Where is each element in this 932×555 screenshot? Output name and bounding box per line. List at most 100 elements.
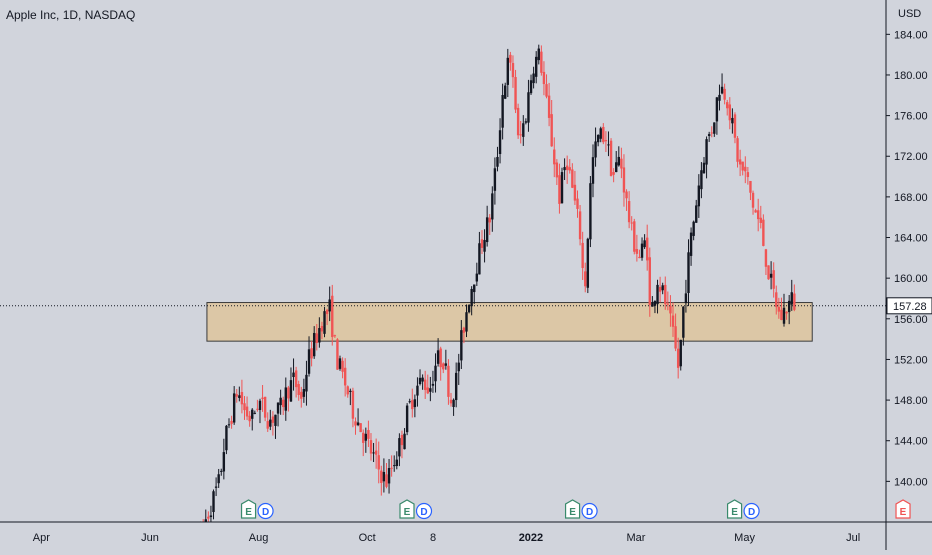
candle-body: [480, 239, 484, 248]
candle-body: [697, 185, 701, 207]
candle-body: [568, 167, 571, 171]
candle-body: [282, 399, 285, 408]
candle-body: [658, 286, 662, 292]
y-tick-label: 140.00: [894, 476, 928, 488]
candle-body: [692, 221, 695, 236]
candle-body: [555, 162, 559, 178]
earnings-badge[interactable]: E: [895, 499, 911, 519]
svg-text:E: E: [569, 507, 576, 518]
x-tick-label: Oct: [359, 532, 376, 544]
candle-body: [248, 415, 251, 422]
candle-body: [787, 300, 791, 313]
candle-body: [457, 362, 460, 372]
candle-body: [524, 121, 528, 123]
svg-text:E: E: [731, 507, 738, 518]
candles-layer: [200, 44, 796, 522]
candle-body: [447, 365, 450, 397]
candle-body: [718, 94, 721, 101]
candle-body: [594, 141, 597, 158]
candle-body: [251, 409, 254, 419]
earnings-badge[interactable]: E: [564, 499, 581, 519]
candle-body: [387, 468, 391, 484]
candle-body: [382, 471, 386, 482]
candle-body: [529, 80, 533, 94]
candle-body: [444, 363, 448, 366]
candle-body: [666, 303, 670, 305]
candle-body: [576, 198, 579, 209]
candle-body: [733, 114, 737, 138]
candle-body: [744, 166, 747, 172]
candle-body: [318, 328, 321, 343]
candle-body: [540, 51, 543, 73]
svg-text:D: D: [420, 507, 427, 518]
candle-body: [723, 88, 726, 100]
x-tick-label: Aug: [249, 532, 269, 544]
candle-body: [238, 395, 241, 399]
candle-body: [759, 217, 762, 223]
candle-body: [452, 399, 455, 407]
candle-body: [454, 372, 458, 401]
candle-body: [372, 452, 375, 454]
candle-body: [483, 240, 486, 252]
candle-body: [292, 372, 295, 378]
candle-body: [689, 232, 693, 256]
candle-body: [359, 423, 362, 433]
candle-body: [676, 348, 680, 368]
last-price-tag: [886, 297, 932, 315]
dividend-badge[interactable]: D: [581, 502, 598, 520]
candle-body: [695, 205, 698, 223]
candle-body: [276, 402, 280, 414]
candle-body: [434, 365, 437, 382]
candle-body: [640, 243, 644, 258]
candle-body: [491, 193, 494, 220]
candle-body: [615, 162, 618, 173]
dividend-badge[interactable]: D: [257, 502, 274, 520]
candle-body: [664, 284, 667, 305]
candle-body: [754, 210, 757, 213]
candle-body: [511, 63, 515, 78]
candle-body: [700, 170, 703, 190]
candle-body: [537, 48, 540, 61]
candle-body: [349, 390, 352, 392]
candle-body: [305, 374, 308, 392]
candle-body: [493, 168, 497, 191]
earnings-badge[interactable]: E: [399, 499, 415, 519]
candle-body: [243, 403, 246, 411]
candle-body: [421, 377, 424, 382]
candle-body: [261, 397, 264, 399]
candle-body: [545, 84, 548, 97]
candle-body: [738, 159, 742, 165]
candle-body: [516, 107, 520, 136]
candle-body: [385, 474, 388, 487]
candle-body: [462, 327, 466, 333]
candle-body: [550, 114, 553, 147]
candle-body: [705, 139, 708, 165]
candle-body: [470, 288, 473, 307]
dividend-badge[interactable]: D: [743, 502, 760, 520]
candle-body: [496, 156, 499, 167]
earnings-badge[interactable]: E: [726, 499, 743, 519]
candle-body: [635, 249, 639, 254]
candle-body: [485, 217, 489, 243]
candle-body: [230, 420, 233, 424]
candle-body: [710, 132, 713, 134]
dividend-badge[interactable]: D: [415, 502, 433, 520]
candle-body: [300, 391, 303, 399]
candle-body: [620, 158, 623, 169]
candle-body: [702, 162, 706, 174]
candle-body: [609, 140, 613, 176]
last-price-layer: 157.28: [0, 297, 932, 315]
support-zone[interactable]: [206, 302, 813, 342]
candle-body: [232, 393, 236, 423]
candle-body: [532, 73, 535, 84]
earnings-badge[interactable]: E: [240, 499, 257, 519]
candle-body: [651, 302, 654, 307]
candle-body: [599, 128, 602, 139]
y-tick-label: 148.00: [894, 395, 928, 407]
y-tick-label: 176.00: [894, 111, 928, 123]
candle-body: [687, 252, 690, 294]
candle-body: [429, 388, 432, 392]
candle-body: [617, 156, 620, 166]
